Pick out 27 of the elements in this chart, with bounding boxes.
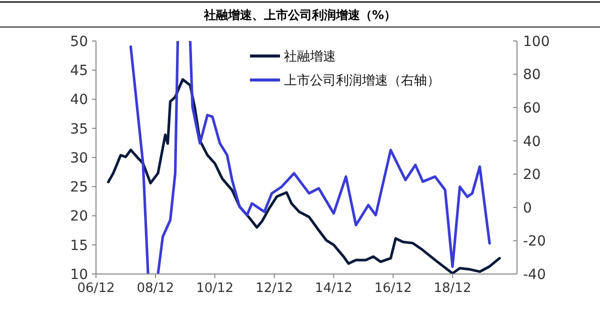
y2-tick-label: -20 — [523, 234, 546, 250]
x-tick-label: 18/12 — [434, 281, 472, 296]
x-tick-label: 12/12 — [256, 281, 294, 296]
y-tick-label: 15 — [70, 238, 88, 254]
legend-label: 上市公司利润增速（右轴） — [284, 74, 440, 89]
x-tick-label: 14/12 — [314, 281, 352, 296]
y2-tick-label: 0 — [523, 200, 532, 216]
chart-title: 社融增速、上市公司利润增速（%） — [202, 8, 396, 22]
legend-label: 社融增速 — [284, 50, 336, 65]
y-tick-label: 35 — [70, 121, 88, 138]
y-tick-label: 30 — [70, 150, 88, 166]
y2-tick-label: 20 — [523, 167, 541, 184]
x-tick-label: 16/12 — [374, 281, 412, 296]
y-tick-label: 45 — [70, 63, 88, 80]
y2-tick-label: 60 — [523, 100, 541, 116]
y2-tick-label: 80 — [523, 67, 541, 84]
y-tick-label: 10 — [70, 266, 88, 283]
x-tick-label: 10/12 — [196, 281, 234, 296]
y2-tick-label: 40 — [523, 134, 541, 150]
y-tick-label: 50 — [70, 34, 88, 50]
x-tick-label: 06/12 — [77, 281, 115, 296]
y-tick-label: 20 — [70, 208, 88, 225]
x-tick-label: 08/12 — [136, 281, 174, 296]
y-tick-label: 40 — [70, 92, 88, 108]
y2-tick-label: -40 — [523, 266, 546, 283]
y-tick-label: 25 — [70, 180, 88, 196]
y2-tick-label: 100 — [523, 34, 550, 50]
